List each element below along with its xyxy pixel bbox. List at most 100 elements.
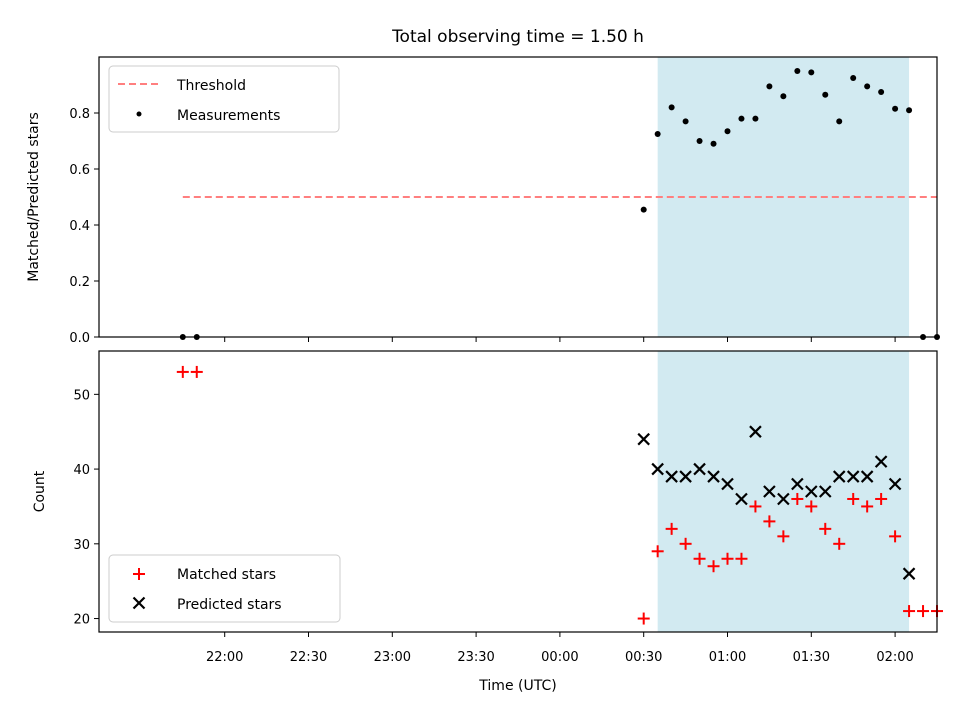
measurement-point	[864, 83, 871, 90]
x-tick-label: 00:00	[541, 650, 578, 665]
matched-star-point	[190, 365, 203, 378]
legend-measurements-swatch	[136, 111, 142, 117]
highlight-span-rect	[657, 351, 910, 632]
x-tick-label: 22:30	[290, 650, 327, 665]
matched-star-point	[693, 552, 706, 565]
bottom-axes-frame	[98, 350, 938, 633]
y-tick-label: 50	[73, 388, 90, 403]
top-panel: 0.00.20.40.60.8 Matched/Predicted stars …	[26, 56, 940, 346]
legend-measurements-label: Measurements	[177, 108, 280, 124]
matched-star-point	[847, 492, 860, 505]
measurement-point	[738, 115, 745, 122]
x-axis-label: Time (UTC)	[478, 678, 556, 694]
matched-star-point	[749, 500, 762, 513]
predicted-star-point	[735, 492, 748, 506]
measurement-point	[640, 206, 647, 213]
predicted-star-point	[749, 425, 762, 438]
top-y-axis-label: Matched/Predicted stars	[26, 112, 42, 282]
y-tick-label: 0.2	[69, 275, 90, 290]
y-tick-label: 30	[73, 538, 90, 553]
bottom-points-layer	[176, 365, 943, 625]
measurement-point	[794, 68, 801, 74]
bottom-y-ticks: 20 30 40 50	[73, 388, 99, 628]
measurement-point	[682, 118, 689, 125]
top-points-layer	[179, 68, 940, 340]
measurement-point	[780, 93, 787, 100]
legend-matched-label: Matched stars	[177, 567, 276, 583]
matched-star-point	[707, 560, 720, 573]
y-tick-label: 0.8	[69, 107, 90, 122]
predicted-star-point	[637, 432, 650, 446]
legend-predicted-label: Predicted stars	[177, 597, 282, 613]
predicted-star-point	[791, 477, 804, 491]
predicted-star-point	[763, 485, 776, 498]
matched-star-point	[791, 492, 804, 505]
predicted-star-point	[721, 477, 734, 491]
legend-box	[108, 65, 340, 133]
matched-star-point	[735, 552, 748, 565]
y-tick-label: 0.4	[69, 219, 90, 234]
measurement-point	[808, 69, 815, 76]
measurement-point	[724, 128, 731, 135]
predicted-star-point	[902, 567, 916, 580]
measurement-point	[836, 118, 843, 125]
predicted-star-point	[818, 485, 832, 498]
measurement-point	[654, 131, 661, 137]
matched-star-point	[917, 605, 930, 618]
measurement-point	[710, 140, 717, 147]
x-tick-label: 01:30	[793, 650, 830, 665]
top-axes-frame	[98, 56, 938, 338]
measurement-point	[752, 115, 759, 122]
measurement-point	[822, 91, 829, 98]
predicted-star-point	[679, 470, 692, 483]
x-tick-label: 01:00	[709, 650, 746, 665]
measurement-point	[668, 104, 675, 111]
y-tick-label: 0.6	[69, 163, 90, 178]
matched-star-point	[861, 500, 874, 513]
predicted-star-point	[888, 477, 902, 491]
bottom-panel: 20 30 40 50 22:00 22:30 23:00 23:30 00:00 00:30 0…	[32, 350, 943, 694]
x-tick-label: 23:00	[374, 650, 411, 665]
bottom-legend: Matched stars Predicted stars	[108, 554, 341, 623]
matched-star-point	[763, 515, 776, 528]
predicted-star-point	[846, 470, 860, 483]
predicted-star-point	[693, 462, 706, 476]
matched-star-point	[805, 500, 818, 513]
top-legend: Threshold Measurements	[108, 65, 340, 133]
legend-matched-swatch	[133, 568, 145, 580]
bottom-y-axis-label: Count	[32, 470, 48, 512]
predicted-star-point	[707, 470, 720, 483]
top-x-ticks	[224, 337, 896, 342]
predicted-star-point	[874, 455, 888, 468]
predicted-star-point	[777, 492, 790, 506]
matched-star-point	[665, 522, 678, 535]
matched-star-point	[819, 522, 832, 535]
legend-predicted-swatch	[132, 596, 146, 610]
x-tick-label: 23:30	[457, 650, 494, 665]
measurement-point	[766, 83, 773, 90]
bottom-highlight-span	[657, 351, 910, 632]
predicted-star-point	[805, 485, 818, 498]
matched-star-point	[679, 537, 692, 550]
matched-star-point	[875, 492, 888, 505]
measurement-point	[696, 138, 703, 144]
y-tick-label: 0.0	[69, 331, 90, 346]
x-tick-label: 00:30	[625, 650, 662, 665]
y-tick-label: 20	[73, 613, 90, 628]
measurement-point	[850, 75, 857, 81]
matched-star-point	[777, 530, 790, 543]
x-tick-label: 22:00	[206, 650, 243, 665]
top-y-ticks: 0.0 0.2 0.4 0.6 0.8	[69, 107, 99, 346]
legend-box	[108, 554, 341, 623]
predicted-star-point	[665, 470, 678, 483]
matched-star-point	[176, 365, 189, 378]
matched-star-point	[651, 545, 664, 558]
chart-title: Total observing time = 1.50 h	[391, 27, 644, 47]
measurement-point	[892, 105, 899, 112]
y-tick-label: 40	[73, 463, 90, 478]
x-tick-label: 02:00	[876, 650, 913, 665]
matched-star-point	[721, 552, 734, 565]
matched-star-point	[833, 537, 846, 550]
measurement-point	[878, 89, 885, 95]
